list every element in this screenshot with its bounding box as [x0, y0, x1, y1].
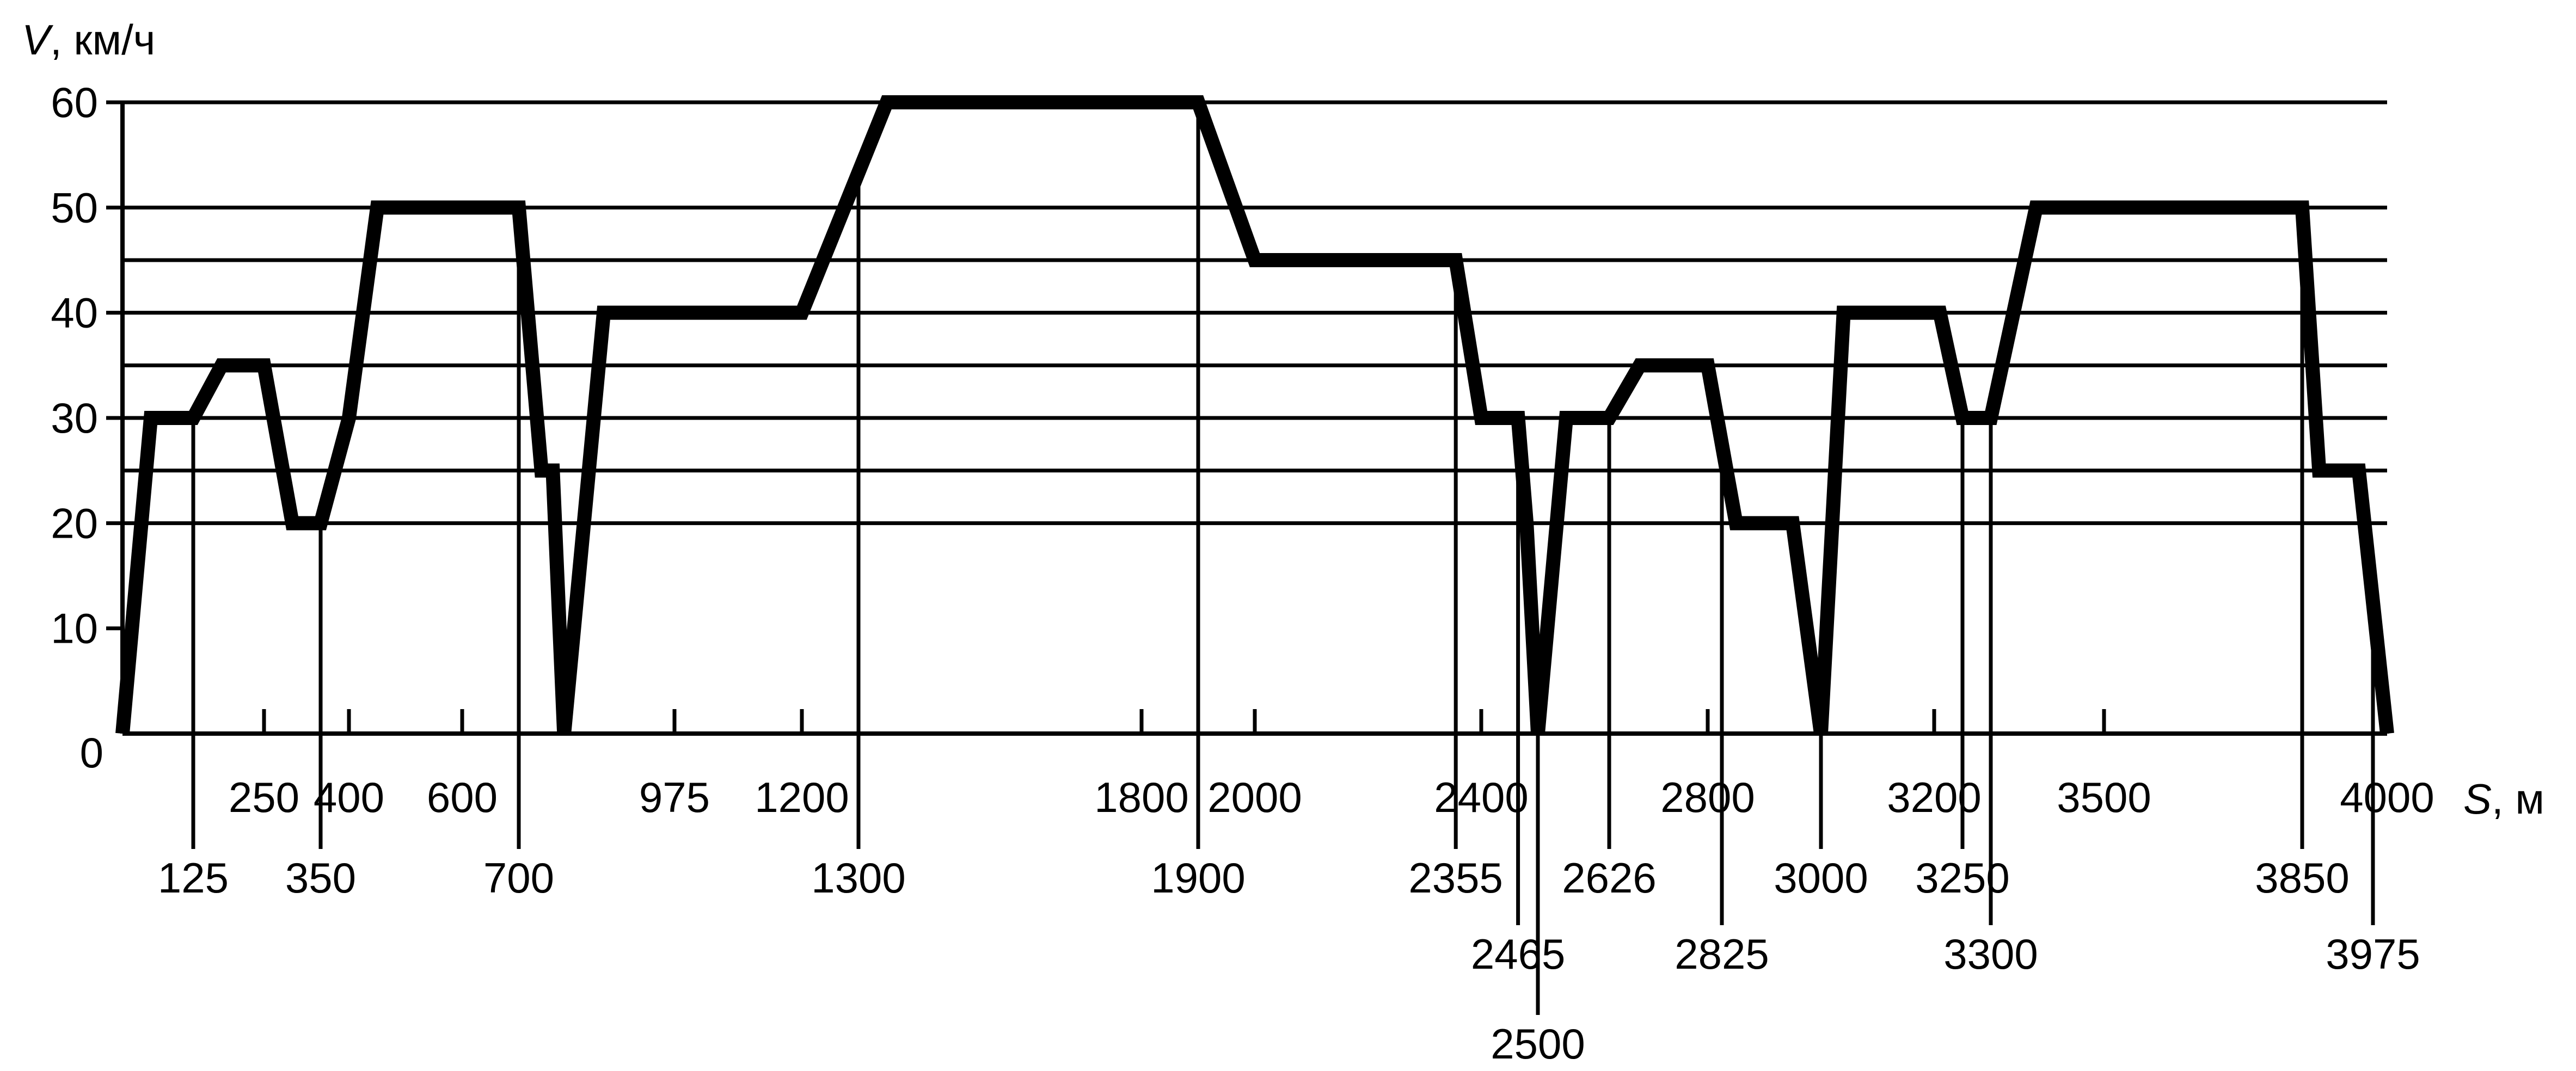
speed-series-line: [115, 95, 2394, 735]
x-tick-label-2000: 2000: [1207, 773, 1302, 821]
x-tick-label-125: 125: [158, 854, 229, 902]
series-layer: [115, 95, 2394, 735]
x-tick-label-250: 250: [229, 773, 299, 821]
y-axis-unit: , км/ч: [50, 16, 155, 64]
x-tick-label-4000: 4000: [2340, 773, 2434, 821]
x-tick-label-700: 700: [483, 854, 554, 902]
y-tick-label-40: 40: [51, 289, 98, 337]
x-tick-label-350: 350: [285, 854, 356, 902]
y-tick-label-60: 60: [51, 78, 98, 126]
x-tick-label-2465: 2465: [1471, 930, 1566, 978]
x-tick-label-3300: 3300: [1943, 930, 2038, 978]
x-axis-variable: S: [2463, 775, 2492, 823]
y-tick-label-20: 20: [51, 499, 98, 547]
x-tick-label-600: 600: [427, 773, 498, 821]
y-axis-label: V, км/ч: [22, 16, 155, 64]
y-tick-label-0: 0: [80, 729, 103, 777]
x-tick-label-2626: 2626: [1562, 854, 1657, 902]
x-axis-unit: , м: [2492, 775, 2544, 823]
x-tick-label-3000: 3000: [1774, 854, 1868, 902]
x-tick-label-400: 400: [314, 773, 384, 821]
x-tick-label-1300: 1300: [811, 854, 906, 902]
x-tick-label-1800: 1800: [1094, 773, 1189, 821]
x-tick-label-3500: 3500: [2057, 773, 2151, 821]
axes: [106, 100, 2389, 736]
y-tick-label-50: 50: [51, 183, 98, 231]
x-tick-label-1900: 1900: [1151, 854, 1246, 902]
x-tick-label-2355: 2355: [1408, 854, 1503, 902]
vertical-guides: [191, 102, 2375, 1015]
x-tick-label-3250: 3250: [1915, 854, 2010, 902]
x-tick-label-2800: 2800: [1660, 773, 1755, 821]
x-tick-label-1200: 1200: [755, 773, 849, 821]
x-tick-label-3850: 3850: [2255, 854, 2350, 902]
x-tick-label-2500: 2500: [1491, 1020, 1585, 1068]
x-tick-label-3975: 3975: [2326, 930, 2420, 978]
y-axis-variable: V: [22, 16, 54, 64]
x-tick-label-2825: 2825: [1675, 930, 1769, 978]
gridlines: [122, 100, 2387, 525]
x-tick-label-975: 975: [639, 773, 710, 821]
x-tick-label-3200: 3200: [1887, 773, 1982, 821]
y-tick-label-10: 10: [51, 605, 98, 653]
x-axis-label: S, м: [2463, 775, 2544, 823]
x-tick-label-2400: 2400: [1434, 773, 1529, 821]
y-tick-label-30: 30: [51, 394, 98, 442]
